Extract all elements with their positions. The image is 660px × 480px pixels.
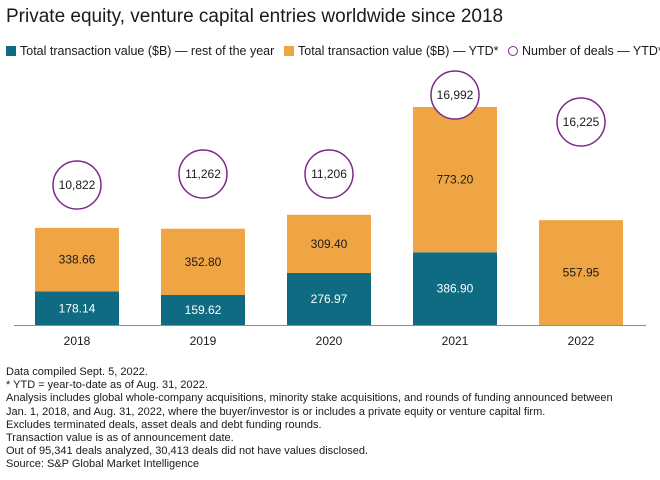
footnotes: Data compiled Sept. 5, 2022. * YTD = year… xyxy=(6,366,656,472)
deals-label: 11,206 xyxy=(311,167,347,181)
bar-label-rest: 276.97 xyxy=(311,292,348,306)
legend-swatch-ytd xyxy=(284,46,294,56)
bar-rest-of-year xyxy=(287,272,371,325)
bar-ytd xyxy=(413,107,497,253)
footnote-line: Transaction value is as of announcement … xyxy=(6,432,234,445)
footnote-line: Jan. 1, 2018, and Aug. 31, 2022, where t… xyxy=(6,405,546,418)
x-tick-label: 2022 xyxy=(568,334,595,348)
x-tick-label: 2021 xyxy=(442,334,469,348)
deals-circle xyxy=(556,97,606,147)
bar-label-rest: 178.14 xyxy=(59,301,96,315)
legend-label-rest: Total transaction value ($B) — rest of t… xyxy=(20,44,275,58)
footnote-line: Excludes terminated deals, asset deals a… xyxy=(6,418,322,431)
legend-ring-icon xyxy=(508,46,518,56)
bar-ytd xyxy=(35,227,119,292)
deals-label: 16,225 xyxy=(563,115,600,129)
legend-label-ytd: Total transaction value ($B) — YTD* xyxy=(298,44,499,58)
deals-label: 10,822 xyxy=(59,178,96,192)
deals-label: 16,992 xyxy=(437,88,474,102)
bar-rest-of-year xyxy=(161,295,245,325)
chart-title: Private equity, venture capital entries … xyxy=(6,6,504,27)
x-tick-label: 2018 xyxy=(64,334,91,348)
deals-circle xyxy=(178,149,228,199)
legend-item-ytd: Total transaction value ($B) — YTD* xyxy=(284,44,499,58)
deals-circle xyxy=(304,149,354,199)
deals-label: 11,262 xyxy=(185,167,221,181)
bar-label-ytd: 338.66 xyxy=(59,253,96,267)
bar-label-ytd: 352.80 xyxy=(185,255,222,269)
legend-item-deals: Number of deals — YTD* xyxy=(508,44,660,58)
bar-label-ytd: 309.40 xyxy=(311,237,348,251)
footnote-line: Out of 95,341 deals analyzed, 30,413 dea… xyxy=(6,445,369,458)
footnote-line: Data compiled Sept. 5, 2022. xyxy=(6,366,148,378)
bar-ytd xyxy=(539,220,623,325)
footnote-line: Source: S&P Global Market Intelligence xyxy=(6,458,200,471)
bar-label-rest: 159.62 xyxy=(185,303,222,317)
deals-circle xyxy=(52,160,102,210)
bar-label-ytd: 557.95 xyxy=(563,266,600,280)
bar-ytd xyxy=(287,214,371,273)
legend-label-deals: Number of deals — YTD* xyxy=(522,44,660,58)
legend-item-rest: Total transaction value ($B) — rest of t… xyxy=(6,44,274,58)
legend: Total transaction value ($B) — rest of t… xyxy=(6,44,660,62)
x-tick-label: 2020 xyxy=(316,334,343,348)
deals-circle xyxy=(430,70,480,120)
bar-ytd xyxy=(161,228,245,296)
bar-label-rest: 386.90 xyxy=(437,282,474,296)
legend-swatch-rest xyxy=(6,46,16,56)
bar-rest-of-year xyxy=(413,252,497,325)
bar-rest-of-year xyxy=(35,291,119,325)
footnote-line: Analysis includes global whole-company a… xyxy=(6,392,613,405)
x-tick-label: 2019 xyxy=(190,334,217,348)
footnote-line: * YTD = year-to-date as of Aug. 31, 2022… xyxy=(6,379,208,392)
bar-label-ytd: 773.20 xyxy=(437,173,474,187)
